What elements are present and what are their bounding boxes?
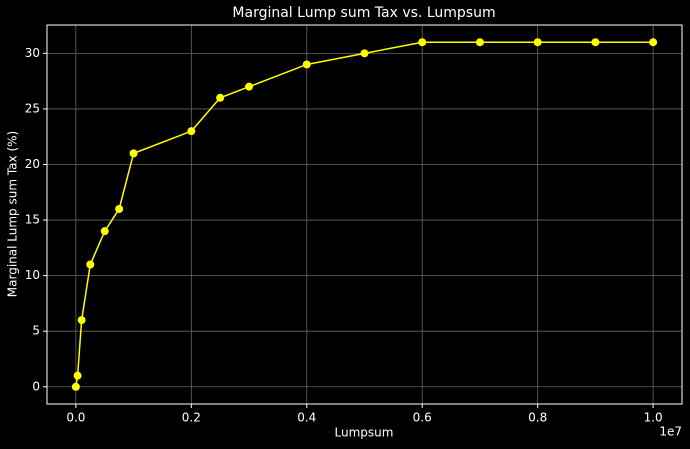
- data-point: [216, 93, 225, 102]
- data-point: [245, 82, 254, 91]
- x-offset-label: 1e7: [659, 425, 682, 439]
- data-point: [100, 227, 109, 236]
- data-point: [360, 49, 369, 58]
- data-point: [649, 38, 658, 47]
- data-point: [115, 204, 124, 213]
- data-point: [86, 260, 95, 269]
- y-tick-label: 10: [25, 268, 40, 282]
- data-point: [129, 149, 138, 158]
- plot-frame: [46, 24, 683, 405]
- y-axis-label: Marginal Lump sum Tax (%): [6, 131, 20, 297]
- x-tick-label: 0.4: [297, 411, 316, 425]
- x-tick-label: 0.2: [182, 411, 201, 425]
- data-point: [302, 60, 311, 69]
- y-tick-label: 0: [32, 379, 40, 393]
- data-point: [591, 38, 600, 47]
- y-tick-label: 30: [25, 46, 40, 60]
- x-tick-label: 0.8: [528, 411, 547, 425]
- data-point: [71, 382, 80, 391]
- x-tick-label: 0.6: [413, 411, 432, 425]
- y-tick-label: 15: [25, 213, 40, 227]
- y-tick-label: 25: [25, 101, 40, 115]
- x-axis-label: Lumpsum: [335, 426, 394, 440]
- x-tick-label: 1.0: [644, 411, 663, 425]
- y-tick-label: 5: [32, 324, 40, 338]
- data-point: [187, 127, 196, 136]
- data-point: [475, 38, 484, 47]
- y-tick-label: 20: [25, 157, 40, 171]
- x-tick-label: 0.0: [66, 411, 85, 425]
- data-point: [73, 371, 82, 380]
- data-point: [77, 316, 86, 325]
- chart-title: Marginal Lump sum Tax vs. Lumpsum: [232, 5, 495, 21]
- data-point: [418, 38, 427, 47]
- data-point: [533, 38, 542, 47]
